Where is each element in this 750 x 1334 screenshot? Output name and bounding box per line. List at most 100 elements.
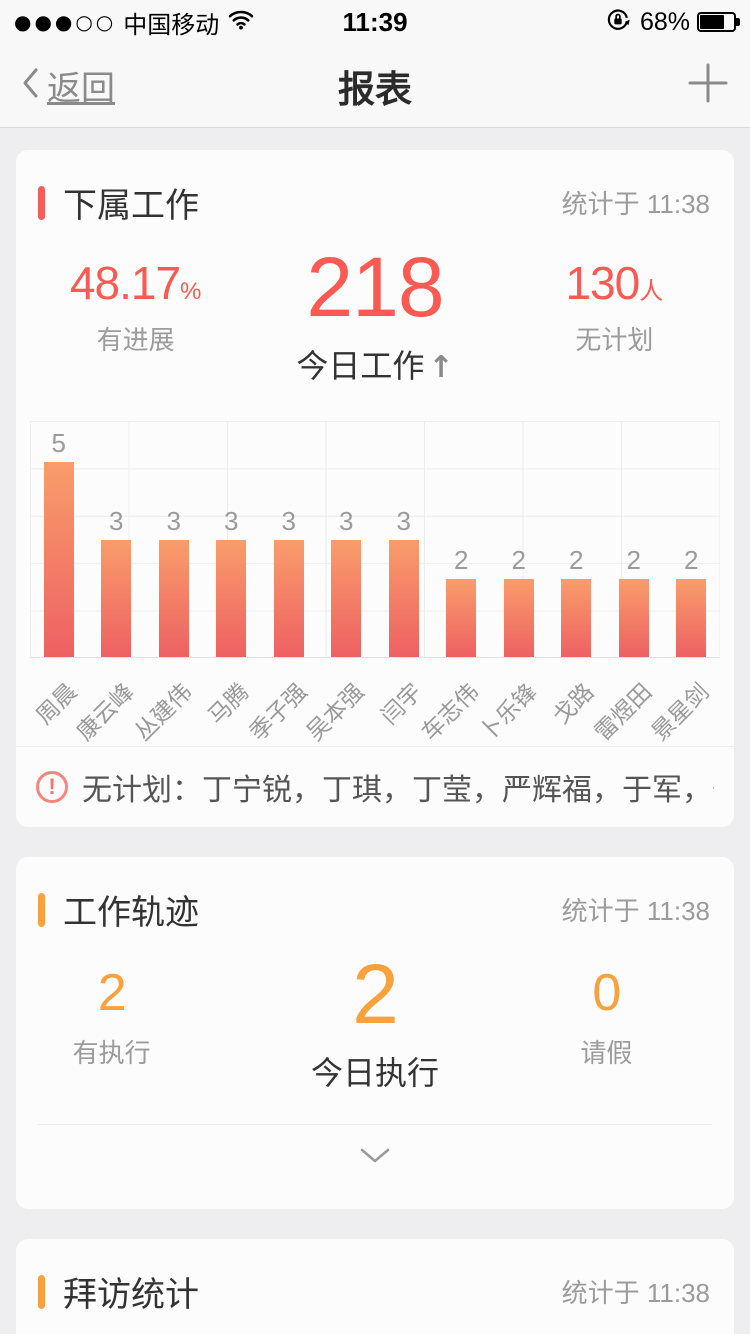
accent-marker — [38, 892, 45, 927]
plus-icon — [688, 63, 728, 108]
bar-column: 3 — [260, 421, 318, 657]
stats-timestamp: 统计于 11:38 — [561, 189, 710, 219]
bar-x-label: 丛建伟 — [129, 678, 197, 746]
bar — [273, 540, 304, 657]
page-title: 报表 — [338, 68, 412, 110]
bar — [618, 579, 649, 657]
bar-column: 2 — [433, 421, 491, 657]
status-left: ●●●○○ 中国移动 — [14, 5, 254, 40]
bar — [503, 579, 534, 657]
bar-value-label: 2 — [626, 545, 641, 575]
bar — [676, 579, 707, 657]
nav-bar: 返回 报表 — [0, 44, 750, 128]
bar — [216, 540, 247, 657]
bar-x-label: 吴本强 — [301, 678, 369, 746]
stat-value: 218 — [306, 240, 444, 334]
no-plan-names: 无计划：丁宁锐，丁琪，丁莹，严辉福，于军，于海涛，代 — [82, 774, 714, 807]
card-title: 工作轨迹 — [63, 894, 199, 932]
stat-no-plan: 130人 无计划 — [495, 245, 734, 387]
bar-column: 2 — [490, 421, 548, 657]
status-right: 68% — [605, 7, 740, 38]
bar-column: 2 — [548, 421, 606, 657]
bar-column: 2 — [663, 421, 721, 657]
battery-percent-label: 68% — [639, 7, 690, 36]
bar-value-label: 3 — [396, 506, 411, 536]
bar-value-label: 3 — [281, 506, 296, 536]
bar-value-label: 3 — [339, 506, 354, 536]
card-title: 拜访统计 — [63, 1276, 199, 1314]
card-header: 工作轨迹 统计于 11:38 — [16, 857, 734, 934]
bar-x-label: 卜乐锋 — [474, 678, 542, 746]
stat-label: 有执行 — [72, 1038, 151, 1068]
bar-value-label: 5 — [51, 428, 66, 458]
bar-column: 5 — [30, 421, 88, 657]
bar-value-label: 2 — [454, 545, 469, 575]
accent-marker — [38, 185, 45, 220]
bar-column: 3 — [203, 421, 261, 657]
stat-label: 请假 — [580, 1038, 633, 1068]
card-visit-stats: 拜访统计 统计于 11:38 0.0 0.0 0 — [16, 1239, 734, 1334]
stat-label: 今日执行 — [310, 1055, 439, 1091]
bar-value-label: 3 — [109, 506, 124, 536]
add-button[interactable] — [688, 63, 728, 108]
bar — [446, 579, 477, 657]
bar-column: 3 — [88, 421, 146, 657]
stats-row: 48.17% 有进展 218 今日工作 ↑ 130人 无计划 — [16, 245, 734, 387]
stat-unit: 人 — [639, 278, 664, 305]
bar-column: 3 — [375, 421, 433, 657]
card-header: 拜访统计 统计于 11:38 — [16, 1239, 734, 1316]
bar-value-label: 3 — [224, 506, 239, 536]
stat-value: 48.17% — [69, 257, 202, 309]
stats-row: 2 有执行 2 今日执行 0 请假 — [16, 952, 734, 1094]
stat-executed: 2 有执行 — [16, 952, 231, 1094]
stat-label: 有进展 — [96, 325, 175, 355]
bar-x-label: 景星剑 — [646, 678, 714, 746]
signal-strength-icon: ●●●○○ — [14, 10, 117, 34]
accent-marker — [38, 1274, 45, 1309]
stat-value: 2 — [97, 964, 127, 1022]
chevron-left-icon — [22, 67, 39, 104]
battery-fill — [700, 15, 724, 29]
battery-icon — [697, 12, 740, 32]
chevron-down-icon — [360, 1148, 390, 1168]
bar — [561, 579, 592, 657]
stat-leave: 0 请假 — [487, 952, 726, 1094]
divider — [38, 1124, 712, 1125]
stat-unit: % — [180, 278, 202, 305]
clock: 11:39 — [342, 6, 408, 37]
bar — [388, 540, 419, 657]
wifi-icon — [228, 10, 254, 35]
stat-value: 0 — [592, 964, 621, 1022]
bar-value-label: 3 — [166, 506, 181, 536]
up-arrow-icon: ↑ — [428, 350, 454, 385]
stat-label: 今日工作 ↑ — [296, 348, 454, 385]
stat-today-work: 218 今日工作 ↑ — [255, 245, 494, 387]
card-work-track: 工作轨迹 统计于 11:38 2 有执行 2 今日执行 0 请假 — [16, 857, 734, 1209]
stat-label: 无计划 — [575, 325, 654, 355]
stats-timestamp: 统计于 11:38 — [561, 896, 710, 926]
card-subordinate-work: 下属工作 统计于 11:38 48.17% 有进展 218 今日工作 ↑ 130人… — [16, 150, 734, 827]
carrier-label: 中国移动 — [123, 11, 220, 39]
orientation-lock-icon — [605, 7, 631, 38]
bar — [43, 462, 74, 657]
alert-icon: ! — [36, 771, 68, 803]
stat-value: 130人 — [565, 257, 664, 309]
no-plan-footer: ! 无计划：丁宁锐，丁琪，丁莹，严辉福，于军，于海涛，代 — [16, 746, 734, 827]
stat-value: 2 — [352, 947, 399, 1041]
bar-value-label: 2 — [569, 545, 584, 575]
bar-chart-bars: 5 3 3 3 3 3 3 2 2 2 2 2 — [30, 421, 720, 658]
bar-column: 2 — [605, 421, 663, 657]
expand-button[interactable] — [16, 1125, 734, 1191]
bar-value-label: 2 — [511, 545, 526, 575]
back-button[interactable]: 返回 — [22, 61, 115, 110]
bar-column: 3 — [318, 421, 376, 657]
bar — [158, 540, 189, 657]
bar-chart-xlabels: 周晨 康云峰 丛建伟 马腾 季子强 吴本强 闫宇 车志伟 卜乐锋 戈路 雷煜田 景星剑 — [30, 658, 720, 746]
back-label: 返回 — [47, 70, 115, 108]
card-header: 下属工作 统计于 11:38 — [16, 150, 734, 227]
report-list: 下属工作 统计于 11:38 48.17% 有进展 218 今日工作 ↑ 130人… — [0, 128, 750, 1334]
stats-timestamp: 统计于 11:38 — [561, 1278, 710, 1308]
bar-value-label: 2 — [684, 545, 699, 575]
bar — [331, 540, 362, 657]
bar — [101, 540, 132, 657]
